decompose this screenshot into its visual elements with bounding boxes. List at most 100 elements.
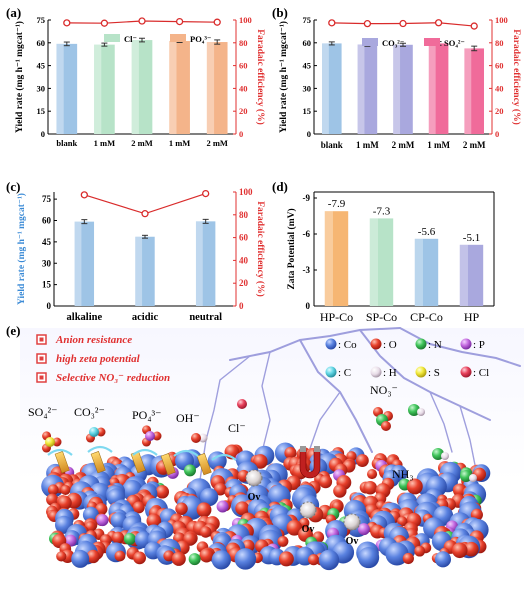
y-axis-title: Zata Potential (mV)	[286, 208, 297, 289]
bar-highlight	[393, 44, 401, 134]
fe-point	[141, 210, 149, 218]
y2-tick-label: 60	[239, 233, 249, 243]
oxygen-atom	[406, 478, 423, 495]
schematic-e: Ov Ov Ov Anion resistance high zeta potentia…	[20, 327, 524, 584]
lightning-bolt	[359, 329, 491, 421]
legend-label: CO₃²⁻	[382, 38, 404, 48]
x-tick-label: 1 mM	[169, 138, 190, 148]
bar	[131, 40, 153, 135]
bar-highlight	[169, 40, 177, 135]
oxygen-atom	[286, 519, 303, 536]
oxygen-atom	[278, 551, 294, 567]
fe-point	[434, 19, 443, 27]
y-axis-title: Yield rate (mg h⁻¹ mgcat⁻¹)	[16, 193, 27, 305]
bar-highlight	[94, 44, 102, 134]
ammonia-n	[432, 448, 444, 460]
y2-tick-label: 80	[239, 38, 248, 48]
oxygen-atom	[155, 485, 170, 499]
y-tick-label: 0	[306, 301, 311, 311]
x-tick-label: 1 mM	[427, 140, 450, 150]
nitrate-atom	[381, 421, 391, 431]
anion-label: SO₄²⁻	[28, 405, 57, 419]
y-tick-label: 60	[42, 216, 52, 226]
y-axis-title: Yield rate (mg h⁻¹ mgcat⁻¹)	[14, 21, 25, 133]
oxygen-atom	[308, 554, 320, 566]
nitrogen-atom	[188, 553, 201, 566]
nitrogen-atom	[183, 464, 196, 477]
y2-tick-label: 20	[239, 278, 249, 288]
panel-label-e: (e)	[6, 323, 20, 338]
vacancy-label: Ov	[346, 536, 359, 547]
cobalt-atom	[234, 548, 257, 570]
oxygen-vacancy	[299, 501, 317, 519]
oxygen-vacancy	[343, 513, 361, 531]
bar	[322, 43, 342, 134]
cobalt-atom	[318, 549, 340, 571]
bullet-dot	[39, 375, 44, 380]
x-tick-label: HP-Co	[320, 310, 353, 324]
y2-tick-label: 80	[239, 210, 249, 220]
bar	[169, 40, 190, 135]
bar-highlight	[428, 43, 436, 134]
bullet-text: Selective NO₃⁻ reduction	[56, 372, 170, 384]
repulsion-arc	[173, 449, 199, 457]
oxygen-atom	[86, 549, 100, 564]
oxygen-atom	[146, 513, 162, 529]
molecule-atom	[96, 427, 106, 437]
legend-atom	[460, 338, 472, 350]
bar-highlight	[206, 42, 215, 134]
y-tick-label: -9	[303, 193, 311, 203]
y2-axis-title: Faradaic efficiency (%)	[511, 29, 522, 125]
ammonia-n	[408, 404, 420, 416]
bar	[428, 43, 449, 134]
oxygen-atom	[319, 475, 333, 489]
oxygen-atom	[56, 551, 67, 562]
chart-c: 0 15 30 45 60 75 0 20 40 60 80 100 alkaline acidic neu…	[16, 187, 266, 323]
oxygen-atom	[451, 542, 468, 559]
bar-highlight	[464, 48, 472, 135]
oxygen-atom	[277, 535, 289, 547]
oxygen-atom	[397, 516, 408, 527]
bullet-text: Anion resistance	[55, 334, 132, 346]
bar-highlight	[74, 221, 82, 306]
oxygen-atom	[214, 482, 227, 496]
x-tick-label: 2 mM	[131, 138, 152, 148]
oxygen-atom	[57, 495, 72, 510]
x-tick-label: 2 mM	[392, 140, 415, 150]
ammonia-h	[417, 408, 425, 416]
vacancy-label: Ov	[248, 492, 261, 503]
x-tick-label: 1 mM	[356, 140, 379, 150]
cobalt-atom	[434, 551, 452, 568]
legend-atom	[370, 366, 382, 378]
y-tick-label: 15	[303, 106, 312, 116]
legend-label: : P	[473, 339, 485, 351]
anion-label: PO₄³⁻	[132, 408, 161, 422]
y2-tick-label: 80	[495, 38, 504, 48]
legend-swatch	[424, 38, 440, 46]
y2-tick-label: 0	[239, 129, 243, 139]
y-tick-label: 30	[42, 258, 52, 268]
molecule-center-atom	[89, 427, 99, 437]
fe-point	[100, 19, 109, 27]
legend-atom	[460, 366, 472, 378]
bullet-text: high zeta potential	[56, 353, 141, 365]
vacancy-label: Ov	[302, 524, 315, 535]
data-label: -5.6	[418, 226, 436, 238]
x-tick-label: HP	[464, 310, 480, 324]
anion-label: OH⁻	[176, 411, 200, 425]
cobalt-atom	[211, 550, 231, 570]
panel-label-a: (a)	[6, 5, 21, 20]
molecule-center-atom	[191, 433, 201, 443]
oxygen-atom	[464, 541, 479, 557]
y-tick-label: 30	[37, 83, 46, 93]
lightning-bolt	[259, 351, 271, 461]
ammonia-h	[441, 452, 449, 460]
legend-atom	[325, 338, 337, 350]
nitrate-label: NO₃⁻	[370, 383, 398, 397]
fe-point	[63, 19, 71, 27]
fe-point	[399, 19, 407, 28]
molecule-atom	[152, 431, 162, 441]
y2-tick-label: 100	[495, 15, 508, 25]
legend-atom	[415, 338, 427, 350]
cobalt-atom	[71, 549, 90, 568]
